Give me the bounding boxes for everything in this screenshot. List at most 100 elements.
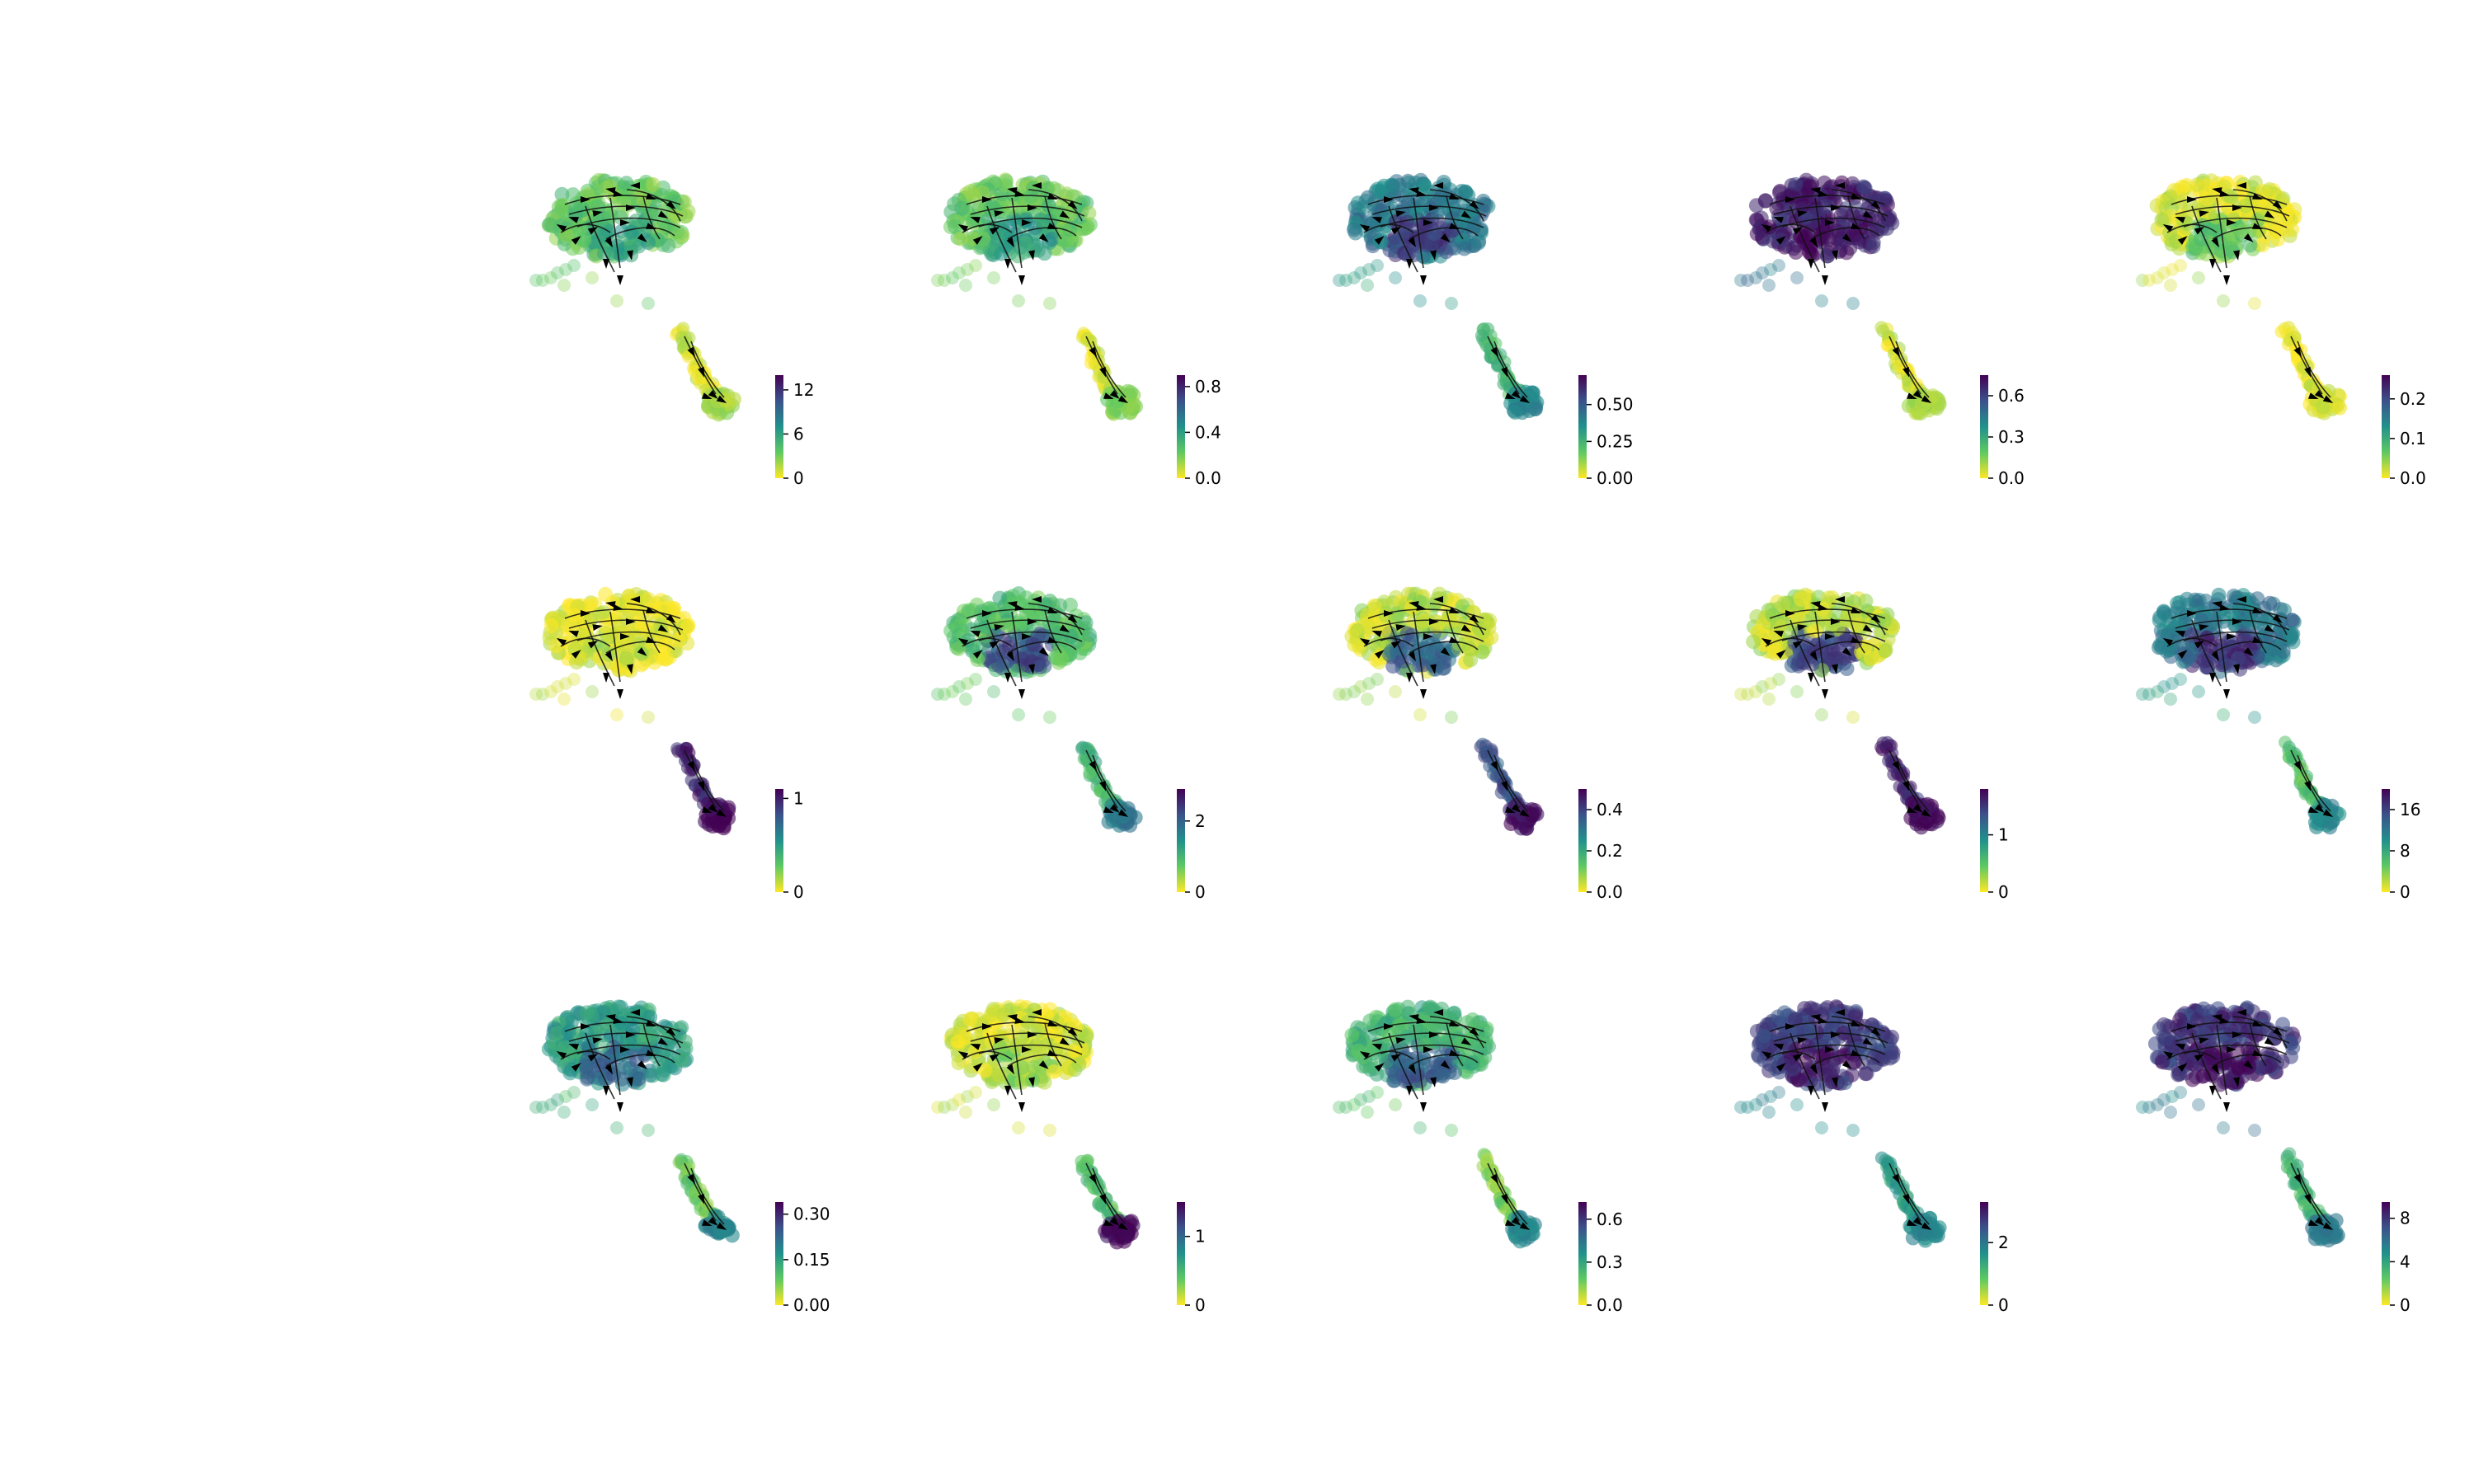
colorbar-gradient — [775, 1202, 783, 1305]
scatter-point — [2316, 399, 2331, 415]
streamline — [2290, 336, 2323, 395]
velocity-arrow — [1835, 596, 1845, 603]
colorbar-12: 01 — [1177, 1202, 1206, 1315]
velocity-arrow — [1067, 200, 1078, 209]
velocity-arrow — [1460, 210, 1472, 218]
scatter-point — [658, 650, 674, 666]
velocity-arrow — [1841, 233, 1852, 242]
velocity-arrow — [1850, 223, 1861, 230]
velocity-arrow — [698, 366, 705, 378]
scatter-point — [1063, 597, 1078, 613]
scatter-point — [1025, 181, 1041, 196]
colorbar-tick-label: 6 — [793, 424, 804, 444]
velocity-arrow — [2322, 395, 2334, 403]
velocity-arrow — [1906, 806, 1917, 814]
velocity-arrow — [2194, 227, 2205, 235]
scatter-point — [1012, 708, 1025, 721]
colorbar-tick-label: 0.15 — [793, 1250, 830, 1270]
scatter-point — [2248, 297, 2261, 310]
velocity-arrow — [1808, 259, 1814, 269]
scatter-point — [2193, 231, 2208, 247]
velocity-arrow — [1014, 604, 1025, 611]
scatter-point — [712, 818, 727, 834]
velocity-arrow — [1408, 237, 1416, 248]
scatter-point — [2217, 294, 2230, 308]
velocity-arrow — [1761, 224, 1772, 232]
scatter-point — [2164, 693, 2177, 706]
velocity-arrow — [1117, 809, 1129, 817]
streamline — [2191, 619, 2222, 687]
scatter-point — [1475, 204, 1491, 219]
velocity-arrow — [1448, 607, 1460, 614]
velocity-arrow — [604, 650, 613, 662]
velocity-arrow — [687, 760, 695, 772]
velocity-arrow — [989, 641, 1000, 649]
velocity-arrow — [587, 227, 599, 235]
scatter-point — [1339, 274, 1352, 287]
scatter-point — [2221, 634, 2236, 650]
streamline — [1380, 217, 1484, 228]
velocity-arrow — [581, 196, 590, 203]
streamline — [1085, 749, 1118, 809]
velocity-arrow — [1818, 604, 1828, 611]
streamline — [585, 619, 615, 687]
velocity-arrow — [1519, 809, 1531, 817]
velocity-arrow — [687, 346, 695, 358]
scatter-point — [1097, 370, 1111, 384]
streamline — [1765, 223, 1816, 233]
scatter-point — [1454, 184, 1470, 199]
scatter-point — [1830, 223, 1846, 239]
velocity-arrow — [666, 200, 676, 209]
velocity-arrow — [1822, 689, 1828, 699]
velocity-arrow — [1501, 366, 1508, 378]
scatter-point — [1389, 271, 1402, 284]
scatter-point — [1749, 271, 1762, 284]
velocity-arrow — [627, 250, 633, 261]
scatter-point — [1507, 405, 1523, 420]
scatter-point — [529, 274, 543, 287]
velocity-arrow — [1109, 390, 1120, 399]
scatter-point — [1503, 816, 1519, 832]
velocity-arrow — [2227, 633, 2236, 640]
colorbar-3: 0.000.250.50 — [1578, 375, 1634, 488]
colorbar-2: 0.00.40.8 — [1177, 375, 1221, 488]
velocity-arrow — [701, 806, 713, 814]
scatter-point — [2174, 673, 2187, 686]
velocity-arrow — [2233, 250, 2240, 261]
colorbar-4: 0.00.30.6 — [1980, 375, 2025, 488]
scatter-point — [1371, 673, 1384, 686]
scatter-point — [969, 1086, 982, 1099]
scatter-point — [1031, 1044, 1047, 1059]
velocity-arrow — [2162, 224, 2174, 232]
velocity-arrow — [1504, 806, 1516, 814]
velocity-arrow — [1469, 200, 1479, 209]
scatter-point — [2197, 653, 2212, 669]
velocity-arrow — [1810, 187, 1821, 194]
velocity-arrow — [2272, 200, 2283, 209]
streamline — [2212, 227, 2282, 240]
velocity-arrow — [637, 647, 647, 656]
velocity-arrow — [2251, 223, 2263, 230]
velocity-arrow — [592, 624, 603, 631]
velocity-arrow — [1469, 614, 1479, 623]
panel-10 — [2136, 587, 2347, 835]
velocity-arrow — [2219, 190, 2230, 197]
scatter-point — [559, 263, 572, 276]
scatter-point — [561, 1024, 576, 1040]
scatter-point — [970, 652, 985, 668]
scatter-point — [1399, 214, 1415, 230]
scatter-point — [1828, 650, 1844, 665]
scatter-point — [984, 1007, 999, 1022]
velocity-arrow — [2304, 366, 2312, 378]
velocity-arrow — [957, 224, 969, 232]
velocity-arrow — [627, 664, 633, 674]
streamline — [1847, 195, 1865, 240]
scatter-point — [679, 208, 694, 223]
scatter-point — [1371, 183, 1387, 199]
scatter-point — [1762, 279, 1776, 292]
colorbar-gradient — [1177, 375, 1185, 478]
velocity-arrow — [1850, 636, 1861, 644]
streamline — [2191, 205, 2222, 273]
panel-8 — [1333, 586, 1545, 836]
velocity-arrow — [2293, 760, 2302, 772]
